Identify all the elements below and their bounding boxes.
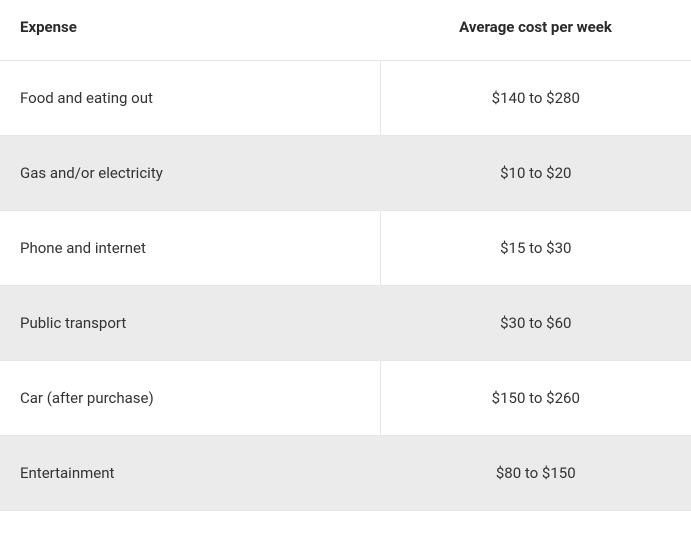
table-header-row: Expense Average cost per week bbox=[0, 0, 691, 61]
expense-cell: Phone and internet bbox=[0, 211, 380, 286]
table-row: Food and eating out $140 to $280 bbox=[0, 61, 691, 136]
table-body: Food and eating out $140 to $280 Gas and… bbox=[0, 61, 691, 511]
table-row: Public transport $30 to $60 bbox=[0, 286, 691, 361]
cost-cell: $30 to $60 bbox=[380, 286, 691, 361]
table-row: Car (after purchase) $150 to $260 bbox=[0, 361, 691, 436]
table-row: Phone and internet $15 to $30 bbox=[0, 211, 691, 286]
expense-cell: Entertainment bbox=[0, 436, 380, 511]
cost-cell: $10 to $20 bbox=[380, 136, 691, 211]
cost-cell: $80 to $150 bbox=[380, 436, 691, 511]
cost-cell: $15 to $30 bbox=[380, 211, 691, 286]
table-row: Gas and/or electricity $10 to $20 bbox=[0, 136, 691, 211]
cost-cell: $140 to $280 bbox=[380, 61, 691, 136]
expense-cell: Food and eating out bbox=[0, 61, 380, 136]
expense-cell: Car (after purchase) bbox=[0, 361, 380, 436]
cost-cell: $150 to $260 bbox=[380, 361, 691, 436]
column-header-expense: Expense bbox=[0, 0, 380, 61]
column-header-cost: Average cost per week bbox=[380, 0, 691, 61]
table-row: Entertainment $80 to $150 bbox=[0, 436, 691, 511]
table-header: Expense Average cost per week bbox=[0, 0, 691, 61]
expense-cell: Gas and/or electricity bbox=[0, 136, 380, 211]
expense-table: Expense Average cost per week Food and e… bbox=[0, 0, 691, 511]
expense-table-wrapper: Expense Average cost per week Food and e… bbox=[0, 0, 691, 511]
expense-cell: Public transport bbox=[0, 286, 380, 361]
